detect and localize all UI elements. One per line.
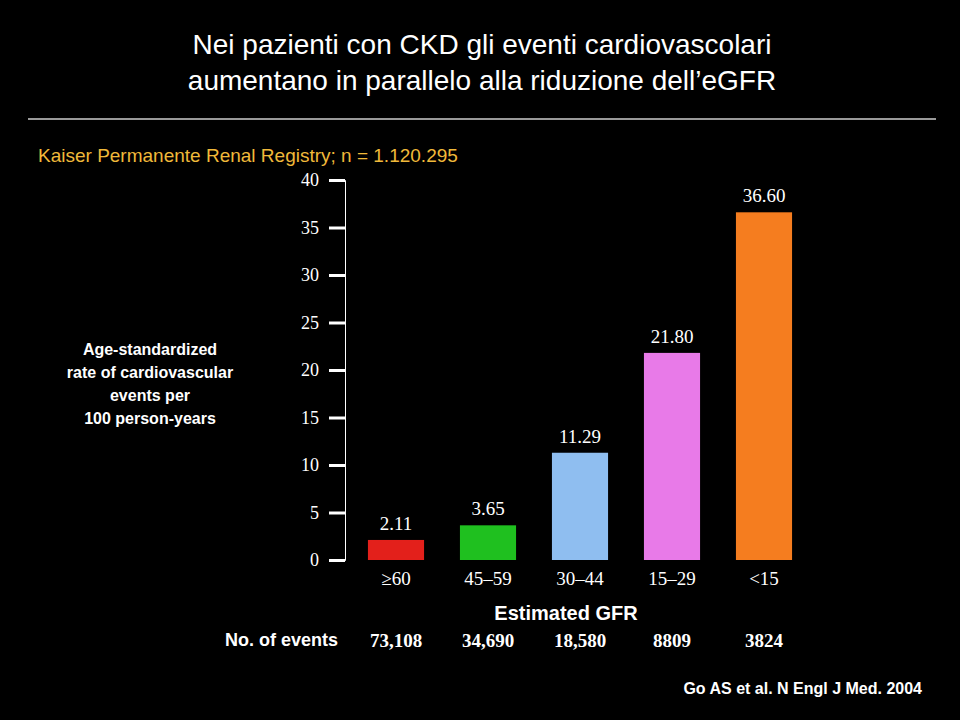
y-axis: 0 5 10 15 20 25 30 35 40 xyxy=(301,170,346,570)
y-tick-label: 10 xyxy=(301,455,319,475)
title-rule xyxy=(28,118,936,120)
x-tick: 30–44 xyxy=(556,568,604,589)
bar xyxy=(460,525,516,560)
x-tick: 15–29 xyxy=(648,568,696,589)
bar xyxy=(368,540,424,560)
x-axis-title: Estimated GFR xyxy=(494,602,638,624)
events-title: No. of events xyxy=(225,630,338,650)
y-tick-label: 20 xyxy=(301,360,319,380)
y-axis-title: 100 person-years xyxy=(84,410,216,427)
event-count: 34,690 xyxy=(462,630,514,651)
y-tick-label: 5 xyxy=(310,503,319,523)
y-tick: 10 xyxy=(301,455,345,475)
y-axis-title: rate of cardiovascular xyxy=(67,364,233,381)
events-values: 73,108 34,690 18,580 8809 3824 xyxy=(370,630,784,651)
x-tick-label: <15 xyxy=(749,568,779,589)
y-tick-mark xyxy=(329,179,345,182)
y-tick: 25 xyxy=(301,313,345,333)
y-tick-label: 0 xyxy=(310,550,319,570)
subtitle: Kaiser Permanente Renal Registry; n = 1.… xyxy=(38,145,458,166)
y-tick: 5 xyxy=(310,503,345,523)
bar xyxy=(736,212,792,560)
y-axis-title: events per xyxy=(110,387,190,404)
y-tick-mark xyxy=(329,322,345,325)
y-tick: 30 xyxy=(301,265,345,285)
y-axis-title: Age-standardized xyxy=(83,341,217,358)
chart: Nei pazienti con CKD gli eventi cardiova… xyxy=(0,0,960,720)
data-label: 11.29 xyxy=(559,426,601,447)
y-tick-mark xyxy=(329,464,345,467)
y-tick-label: 35 xyxy=(301,218,319,238)
y-tick: 0 xyxy=(310,550,345,570)
x-tick-label: ≥60 xyxy=(381,568,410,589)
y-tick: 40 xyxy=(301,170,345,190)
data-label: 2.11 xyxy=(380,513,413,534)
event-count: 3824 xyxy=(745,630,784,651)
bars xyxy=(368,212,792,560)
event-count: 18,580 xyxy=(554,630,606,651)
y-tick-label: 15 xyxy=(301,408,319,428)
title: aumentano in parallelo alla riduzione de… xyxy=(188,65,776,96)
source: Go AS et al. N Engl J Med. 2004 xyxy=(683,680,922,697)
y-tick-label: 40 xyxy=(301,170,319,190)
y-tick-label: 25 xyxy=(301,313,319,333)
data-label: 3.65 xyxy=(471,498,504,519)
x-tick-label: 15–29 xyxy=(648,568,696,589)
bar xyxy=(552,453,608,560)
bar xyxy=(644,353,700,560)
y-tick-mark xyxy=(329,512,345,515)
y-tick: 20 xyxy=(301,360,345,380)
y-tick-mark xyxy=(329,559,345,562)
y-tick: 15 xyxy=(301,408,345,428)
y-tick-mark xyxy=(329,227,345,230)
y-tick-label: 30 xyxy=(301,265,319,285)
x-tick: ≥60 xyxy=(381,568,410,589)
y-tick: 35 xyxy=(301,218,345,238)
x-tick: <15 xyxy=(749,568,779,589)
event-count: 8809 xyxy=(653,630,691,651)
background xyxy=(0,0,960,720)
x-axis: ≥60 45–59 30–44 15–29 <15 xyxy=(381,568,779,589)
title: Nei pazienti con CKD gli eventi cardiova… xyxy=(193,29,772,60)
data-labels: 2.11 3.65 11.29 21.80 36.60 xyxy=(380,185,786,534)
x-tick: 45–59 xyxy=(464,568,512,589)
y-tick-mark xyxy=(329,274,345,277)
x-tick-label: 45–59 xyxy=(464,568,512,589)
data-label: 36.60 xyxy=(743,185,786,206)
y-axis-line xyxy=(329,181,346,561)
y-tick-mark xyxy=(329,369,345,372)
y-tick-mark xyxy=(329,417,345,420)
event-count: 73,108 xyxy=(370,630,422,651)
data-label: 21.80 xyxy=(651,326,694,347)
x-tick-label: 30–44 xyxy=(556,568,604,589)
